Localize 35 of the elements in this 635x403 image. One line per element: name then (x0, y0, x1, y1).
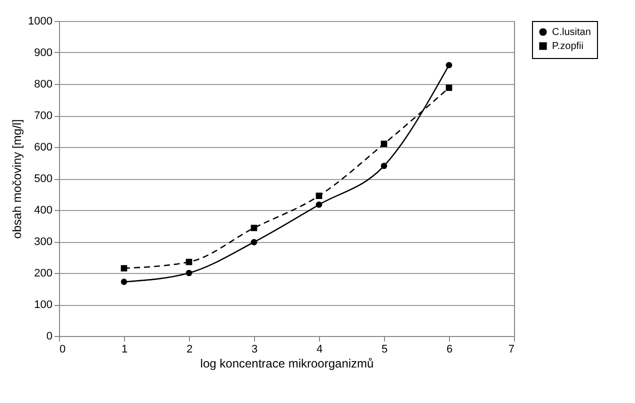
y-tick-label: 300 (34, 236, 52, 248)
x-tick-label: 3 (251, 344, 258, 356)
point (120, 278, 128, 285)
point (446, 84, 452, 91)
legend-label: P.zopfii (552, 41, 584, 52)
x-tick-label: 6 (446, 344, 453, 356)
point (380, 140, 388, 148)
y-tick-label: 600 (34, 142, 52, 154)
point (120, 265, 128, 272)
y-tick-label: 700 (34, 110, 52, 122)
y-tick-label: 200 (34, 268, 52, 280)
x-tick-label: 0 (60, 344, 66, 356)
point (316, 192, 322, 199)
y-tick-label: 0 (46, 330, 52, 342)
point (250, 224, 258, 232)
y-axis-title: obsah močoviny [mg/l] (10, 119, 24, 239)
point (446, 62, 452, 68)
point (380, 162, 388, 170)
legend-label: C.lusitan (552, 27, 591, 38)
point (186, 258, 192, 266)
y-tick-label: 800 (34, 78, 52, 90)
y-tick-label: 900 (34, 47, 52, 59)
x-tick-label: 1 (121, 344, 128, 356)
x-tick-label: 2 (186, 344, 193, 356)
x-tick-label: 7 (508, 344, 514, 356)
point (186, 270, 192, 276)
y-tick-label: 400 (34, 204, 52, 216)
point (250, 238, 258, 246)
y-tick-label: 1000 (28, 16, 52, 28)
x-tick-label: 5 (381, 344, 388, 356)
x-axis-title: log koncentrace mikroorganizmů (200, 356, 374, 370)
y-tick-label: 100 (34, 299, 52, 311)
point (316, 201, 322, 208)
y-tick-label: 500 (34, 173, 52, 185)
x-tick-label: 4 (316, 344, 323, 356)
